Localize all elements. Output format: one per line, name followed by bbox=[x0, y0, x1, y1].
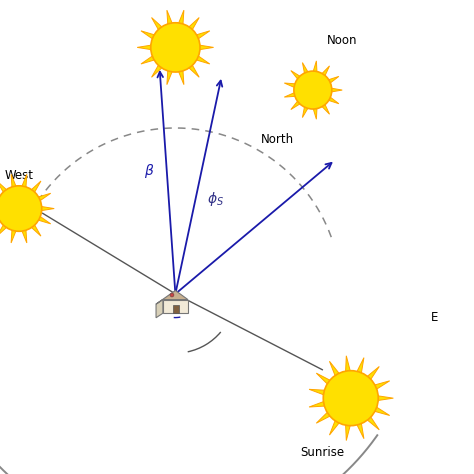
Polygon shape bbox=[309, 400, 328, 407]
Polygon shape bbox=[355, 358, 364, 377]
Polygon shape bbox=[29, 181, 41, 195]
Polygon shape bbox=[302, 63, 310, 76]
Polygon shape bbox=[329, 361, 342, 380]
Polygon shape bbox=[291, 71, 302, 81]
Circle shape bbox=[170, 293, 174, 297]
Polygon shape bbox=[364, 366, 379, 383]
Polygon shape bbox=[302, 104, 310, 118]
Polygon shape bbox=[0, 181, 9, 195]
Text: North: North bbox=[261, 133, 294, 146]
Polygon shape bbox=[312, 106, 317, 119]
Circle shape bbox=[323, 371, 378, 426]
Polygon shape bbox=[355, 419, 364, 438]
Polygon shape bbox=[21, 174, 27, 191]
Polygon shape bbox=[329, 88, 342, 92]
Polygon shape bbox=[193, 54, 210, 64]
Bar bbox=[173, 305, 179, 313]
Polygon shape bbox=[371, 381, 390, 392]
Polygon shape bbox=[141, 31, 158, 41]
Polygon shape bbox=[35, 193, 51, 202]
Polygon shape bbox=[320, 66, 329, 78]
Polygon shape bbox=[186, 62, 199, 77]
Polygon shape bbox=[196, 45, 214, 50]
Text: $\beta$: $\beta$ bbox=[144, 162, 155, 180]
Polygon shape bbox=[364, 413, 379, 430]
Polygon shape bbox=[152, 62, 164, 77]
Text: $\phi_S$: $\phi_S$ bbox=[207, 190, 224, 208]
Polygon shape bbox=[316, 373, 334, 387]
Polygon shape bbox=[11, 227, 17, 243]
Polygon shape bbox=[21, 227, 27, 243]
Polygon shape bbox=[284, 91, 298, 97]
Polygon shape bbox=[141, 54, 158, 64]
Circle shape bbox=[151, 23, 200, 72]
Polygon shape bbox=[167, 10, 173, 28]
Polygon shape bbox=[152, 18, 164, 33]
Polygon shape bbox=[284, 83, 298, 89]
Polygon shape bbox=[163, 300, 188, 313]
Polygon shape bbox=[156, 291, 188, 304]
Polygon shape bbox=[326, 95, 339, 104]
Polygon shape bbox=[374, 395, 393, 401]
Circle shape bbox=[0, 186, 42, 231]
Polygon shape bbox=[29, 222, 41, 236]
Polygon shape bbox=[0, 222, 9, 236]
Polygon shape bbox=[177, 67, 184, 85]
Polygon shape bbox=[309, 389, 328, 396]
Polygon shape bbox=[177, 10, 184, 28]
Polygon shape bbox=[0, 193, 3, 202]
Polygon shape bbox=[11, 174, 17, 191]
Polygon shape bbox=[346, 356, 351, 375]
Polygon shape bbox=[137, 45, 155, 50]
Circle shape bbox=[294, 71, 332, 109]
Polygon shape bbox=[326, 76, 339, 85]
Polygon shape bbox=[329, 417, 342, 435]
Polygon shape bbox=[38, 206, 54, 211]
Text: Noon: Noon bbox=[327, 34, 357, 47]
Polygon shape bbox=[320, 102, 329, 114]
Text: Sunset: Sunset bbox=[5, 199, 41, 209]
Polygon shape bbox=[167, 67, 173, 85]
Polygon shape bbox=[35, 215, 51, 224]
Text: Sunrise: Sunrise bbox=[300, 446, 345, 458]
Polygon shape bbox=[0, 215, 3, 224]
Polygon shape bbox=[291, 99, 302, 109]
Text: West: West bbox=[5, 169, 34, 182]
Polygon shape bbox=[346, 421, 351, 440]
Polygon shape bbox=[193, 31, 210, 41]
Polygon shape bbox=[312, 61, 317, 74]
Polygon shape bbox=[156, 300, 163, 318]
Polygon shape bbox=[316, 410, 334, 423]
Polygon shape bbox=[371, 405, 390, 416]
Text: E: E bbox=[431, 311, 439, 324]
Polygon shape bbox=[186, 18, 199, 33]
